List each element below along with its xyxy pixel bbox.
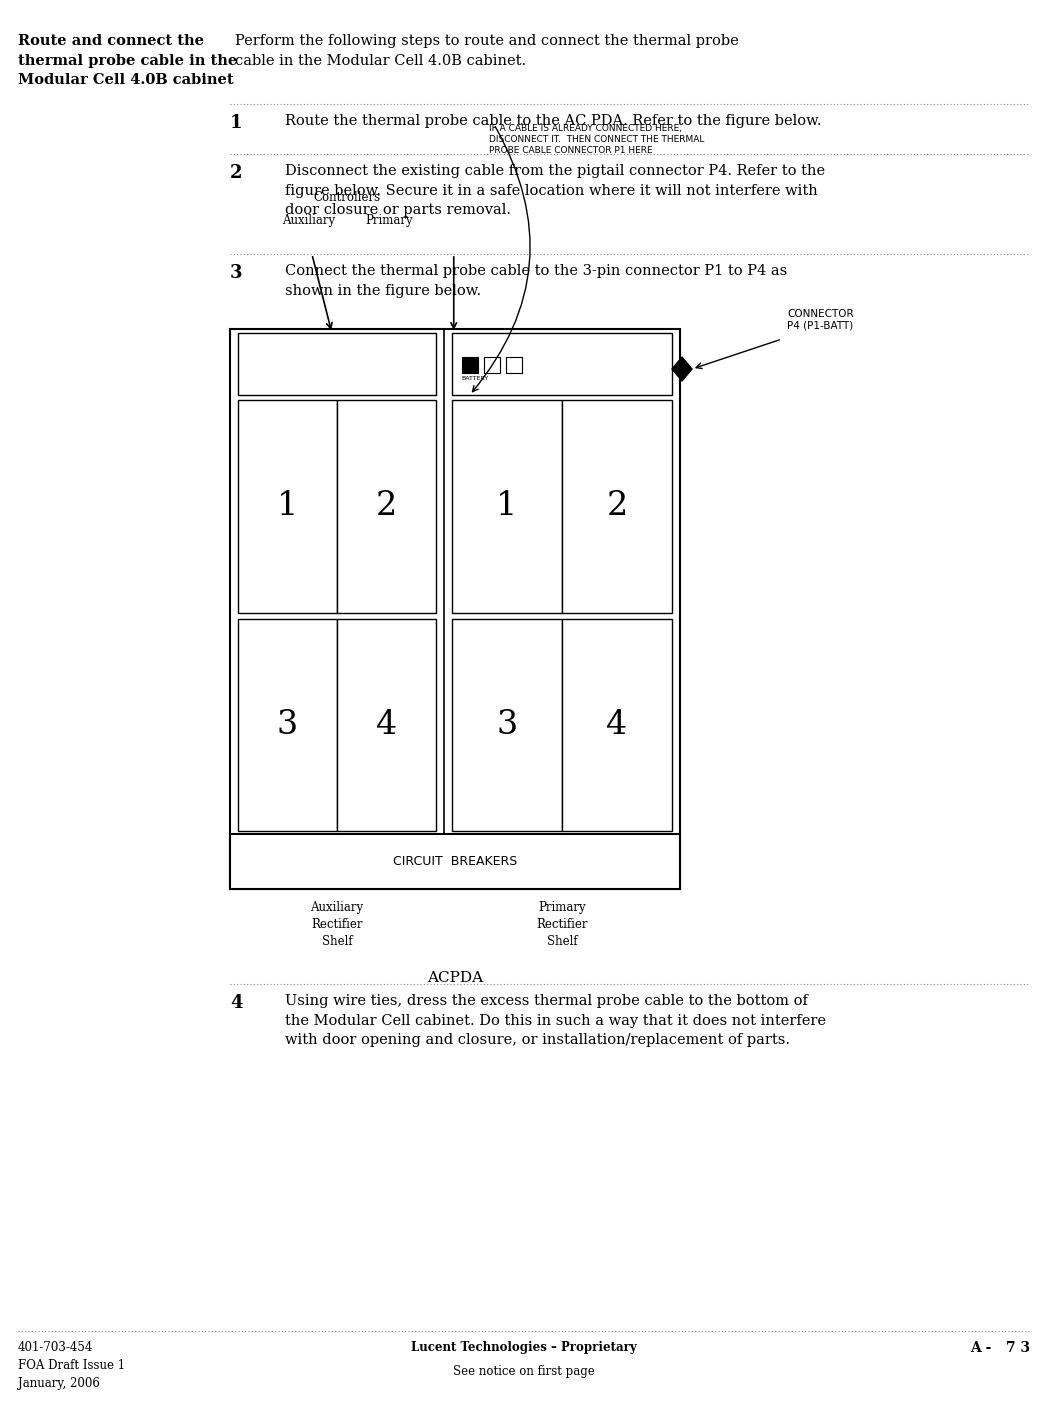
- Text: 3: 3: [277, 709, 298, 741]
- Bar: [562, 400, 672, 613]
- Bar: [337, 619, 435, 831]
- Text: 2: 2: [230, 163, 242, 182]
- Bar: [452, 619, 562, 831]
- Text: 4: 4: [230, 993, 242, 1012]
- Text: 1: 1: [277, 490, 298, 523]
- Text: ACPDA: ACPDA: [427, 971, 483, 985]
- Text: BATTERY: BATTERY: [462, 376, 489, 380]
- Text: Auxiliary: Auxiliary: [282, 214, 336, 227]
- Bar: [238, 619, 337, 831]
- Bar: [484, 356, 499, 373]
- FancyBboxPatch shape: [452, 333, 672, 395]
- Text: 1: 1: [230, 114, 242, 132]
- Text: 4: 4: [376, 709, 397, 741]
- Bar: [337, 400, 435, 613]
- Text: Controllers: Controllers: [314, 192, 381, 204]
- Text: 401-703-454
FOA Draft Issue 1
January, 2006: 401-703-454 FOA Draft Issue 1 January, 2…: [18, 1341, 125, 1391]
- Text: Lucent Technologies – Proprietary: Lucent Technologies – Proprietary: [411, 1341, 637, 1354]
- Text: 2: 2: [606, 490, 627, 523]
- Bar: [238, 400, 337, 613]
- Text: IF A CABLE IS ALREADY CONNECTED HERE,
DISCONNECT IT.  THEN CONNECT THE THERMAL
P: IF A CABLE IS ALREADY CONNECTED HERE, DI…: [489, 124, 704, 155]
- Text: Route the thermal probe cable to the AC PDA. Refer to the figure below.: Route the thermal probe cable to the AC …: [285, 114, 821, 128]
- Text: Primary
Rectifier
Shelf: Primary Rectifier Shelf: [536, 900, 587, 948]
- Text: Auxiliary
Rectifier
Shelf: Auxiliary Rectifier Shelf: [311, 900, 363, 948]
- Text: 2: 2: [376, 490, 397, 523]
- FancyBboxPatch shape: [230, 328, 680, 889]
- Bar: [462, 356, 477, 373]
- Text: 4: 4: [606, 709, 627, 741]
- Text: Primary: Primary: [365, 214, 412, 227]
- Bar: [452, 400, 562, 613]
- Text: CIRCUIT  BREAKERS: CIRCUIT BREAKERS: [393, 855, 517, 868]
- Text: 3: 3: [496, 709, 517, 741]
- Text: Using wire ties, dress the excess thermal probe cable to the bottom of
the Modul: Using wire ties, dress the excess therma…: [285, 993, 826, 1047]
- Text: CONNECTOR
P4 (P1-BATT): CONNECTOR P4 (P1-BATT): [787, 309, 854, 331]
- Text: 1: 1: [496, 490, 517, 523]
- Bar: [230, 834, 680, 889]
- Bar: [562, 619, 672, 831]
- Text: Connect the thermal probe cable to the 3-pin connector P1 to P4 as
shown in the : Connect the thermal probe cable to the 3…: [285, 263, 787, 297]
- Text: 3: 3: [230, 263, 242, 282]
- Text: Route and connect the
thermal probe cable in the
Modular Cell 4.0B cabinet: Route and connect the thermal probe cabl…: [18, 34, 237, 87]
- Bar: [506, 356, 521, 373]
- FancyBboxPatch shape: [238, 333, 435, 395]
- Text: Perform the following steps to route and connect the thermal probe
cable in the : Perform the following steps to route and…: [235, 34, 738, 68]
- Text: See notice on first page: See notice on first page: [453, 1365, 595, 1378]
- Text: A -   7 3: A - 7 3: [970, 1341, 1030, 1355]
- Polygon shape: [672, 356, 692, 380]
- Text: Disconnect the existing cable from the pigtail connector P4. Refer to the
figure: Disconnect the existing cable from the p…: [285, 163, 826, 217]
